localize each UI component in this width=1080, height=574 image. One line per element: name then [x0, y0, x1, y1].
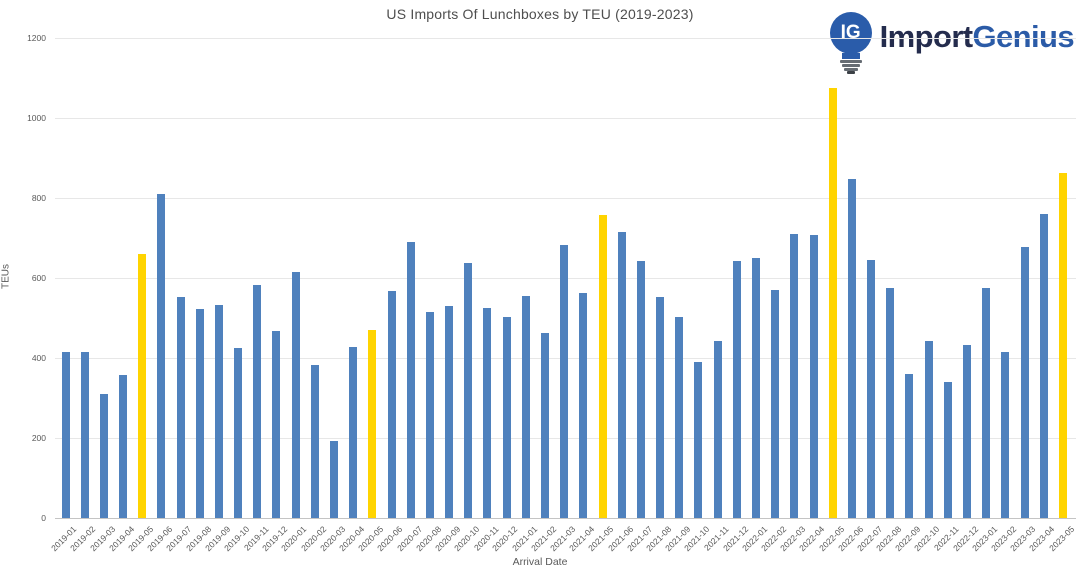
- bar: [445, 306, 454, 518]
- y-tick-label: 0: [41, 513, 46, 523]
- bar: [1039, 214, 1048, 518]
- y-tick-label: 1000: [27, 113, 46, 123]
- importgenius-logo: IG ImportGenius: [829, 10, 1075, 74]
- bar: [291, 272, 300, 518]
- lightbulb-neck: [841, 53, 860, 59]
- bar: [99, 394, 108, 518]
- bar-highlighted: [138, 254, 147, 518]
- bar: [521, 296, 530, 518]
- bar: [579, 292, 588, 518]
- x-axis-line: [55, 518, 1076, 519]
- brand-genius: Genius: [972, 19, 1075, 54]
- bar: [943, 382, 952, 518]
- bar: [675, 316, 684, 518]
- bar-highlighted: [828, 88, 837, 518]
- y-tick-label: 1200: [27, 33, 46, 43]
- bar: [349, 347, 358, 518]
- lightbulb-ig-monogram: IG: [829, 12, 872, 54]
- lightbulb-icon: IG: [829, 10, 873, 74]
- bar: [732, 260, 741, 518]
- bar: [905, 374, 914, 518]
- bar: [425, 311, 434, 518]
- y-tick-label: 400: [31, 353, 46, 363]
- bar: [617, 232, 626, 518]
- bar: [214, 304, 223, 518]
- chart-title: US Imports Of Lunchboxes by TEU (2019-20…: [386, 6, 694, 22]
- gridline: [55, 38, 1076, 39]
- gridline: [55, 198, 1076, 199]
- bar: [119, 374, 128, 518]
- logo-monogram-text: IG: [840, 22, 861, 43]
- bar: [713, 341, 722, 518]
- brand-wordmark: ImportGenius: [879, 19, 1075, 55]
- bar: [406, 242, 415, 518]
- bar: [636, 261, 645, 518]
- bar: [157, 194, 166, 518]
- bar: [847, 178, 856, 518]
- bar: [886, 288, 895, 518]
- y-tick-label: 800: [31, 193, 46, 203]
- lightbulb-screw-tip: [846, 71, 855, 74]
- bar: [234, 348, 243, 518]
- bar: [61, 352, 70, 518]
- bar: [809, 235, 818, 518]
- bar: [560, 244, 569, 518]
- bar: [464, 263, 473, 518]
- bar: [80, 352, 89, 518]
- bar: [541, 332, 549, 518]
- bar: [1001, 352, 1010, 518]
- bar: [1020, 246, 1029, 518]
- bar: [867, 259, 876, 518]
- y-tick-label: 200: [31, 433, 46, 443]
- bar: [502, 316, 511, 518]
- bar-highlighted: [1058, 173, 1067, 518]
- bar: [751, 258, 760, 518]
- bar: [962, 345, 971, 518]
- bar: [310, 365, 319, 518]
- brand-import: Import: [879, 19, 973, 54]
- x-axis-title: Arrival Date: [512, 556, 568, 568]
- y-tick-label: 600: [31, 273, 46, 283]
- bar: [694, 362, 703, 518]
- bar: [195, 308, 204, 518]
- bar: [790, 234, 799, 518]
- bar: [483, 308, 492, 518]
- bar: [176, 296, 185, 518]
- lightbulb-screw-thread: [841, 64, 860, 67]
- bar: [272, 331, 281, 518]
- bar: [387, 291, 396, 518]
- bar-highlighted: [368, 330, 377, 518]
- bar-highlighted: [598, 214, 607, 518]
- bar: [330, 441, 339, 518]
- bar: [771, 290, 780, 518]
- bar: [982, 288, 991, 518]
- bar: [253, 284, 262, 518]
- bar: [924, 340, 933, 518]
- gridline: [55, 118, 1076, 119]
- bar: [656, 296, 665, 518]
- lightbulb-screw-thread: [843, 68, 858, 71]
- lightbulb-screw-thread: [839, 60, 862, 63]
